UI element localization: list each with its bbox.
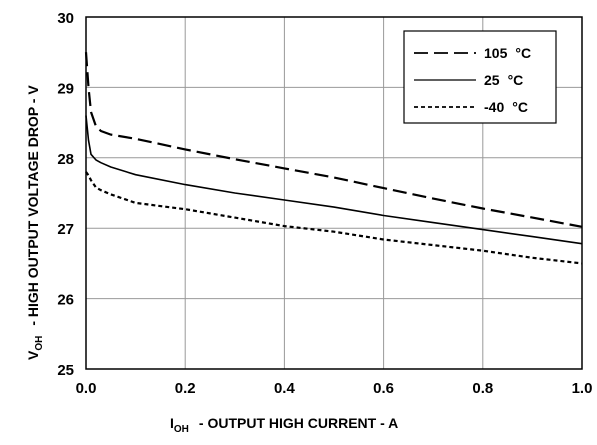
x-tick-label: 1.0: [572, 380, 593, 397]
legend-label--40: -40 °C: [484, 99, 528, 115]
series-lines: [84, 52, 583, 265]
y-axis-title: VOH - HIGH OUTPUT VOLTAGE DROP - V: [25, 85, 45, 360]
y-tick-label: 27: [57, 221, 74, 238]
x-axis-title-sub: OH: [174, 424, 189, 435]
x-tick-label: 0.4: [274, 380, 296, 397]
series-line-25: [85, 115, 583, 245]
x-tick-label: 0.2: [175, 380, 196, 397]
y-tick-label: 29: [57, 80, 74, 97]
tick-labels: 0.0 0.2 0.4 0.6 0.8 1.0 25 26 27 28 29 30: [57, 10, 592, 397]
x-axis-title-rest: - OUTPUT HIGH CURRENT - A: [199, 415, 398, 431]
y-axis-title-main: V: [25, 350, 41, 360]
legend-box: [403, 30, 557, 124]
y-tick-label: 30: [57, 10, 74, 27]
legend: 105 °C 25 °C -40 °C: [403, 30, 557, 124]
x-tick-label: 0.6: [373, 380, 394, 397]
y-tick-label: 25: [57, 362, 74, 379]
x-axis-title: IOH - OUTPUT HIGH CURRENT - A: [170, 415, 398, 435]
legend-label-25: 25 °C: [484, 72, 523, 88]
series-line-105: [84, 52, 583, 228]
y-axis-title-rest: - HIGH OUTPUT VOLTAGE DROP - V: [25, 85, 41, 326]
legend-label-105: 105 °C: [484, 45, 531, 61]
y-tick-label: 26: [57, 292, 74, 309]
y-tick-label: 28: [57, 151, 74, 168]
x-tick-label: 0.8: [472, 380, 493, 397]
plot-frame: [85, 16, 583, 370]
x-axis-title-main: I: [170, 415, 174, 431]
series-line--40: [85, 171, 583, 265]
x-tick-label: 0.0: [76, 380, 97, 397]
y-axis-title-sub: OH: [34, 336, 45, 351]
